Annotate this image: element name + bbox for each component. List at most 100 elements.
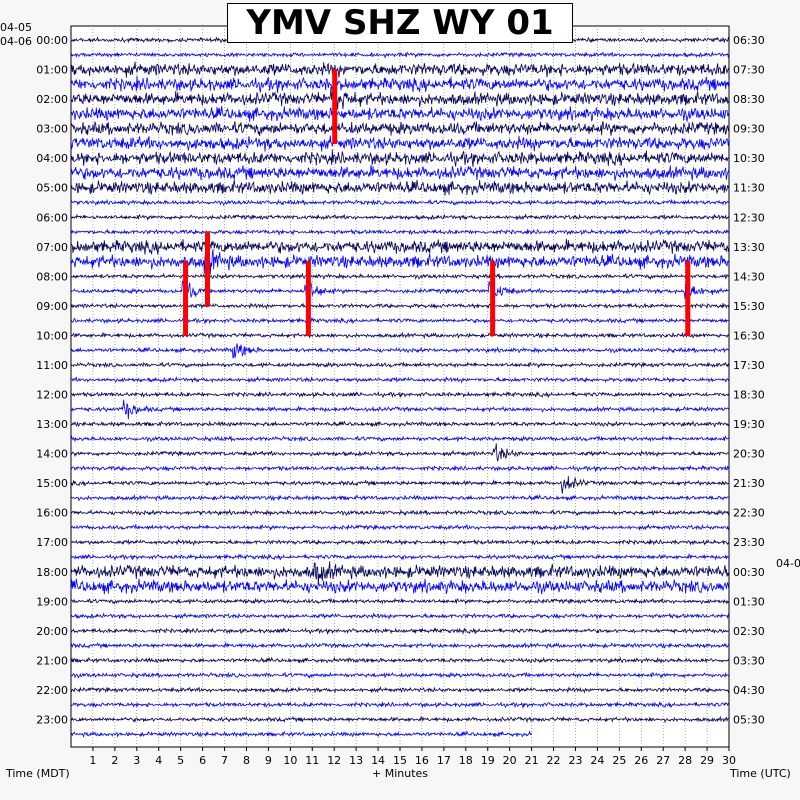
clipped-event-marker <box>204 231 210 307</box>
y-tick-label-right: 17:30 <box>733 359 765 372</box>
x-tick-label: 25 <box>612 754 626 767</box>
x-tick-label: 27 <box>656 754 670 767</box>
seismogram-trace <box>70 730 533 738</box>
y-tick-label-left: 21:00 <box>36 654 68 667</box>
x-tick-label: 23 <box>568 754 582 767</box>
x-tick-label: 1 <box>89 754 96 767</box>
y-tick-label-right: 19:30 <box>733 418 765 431</box>
clipped-event-marker <box>332 69 338 145</box>
y-tick-label-right: 02:30 <box>733 625 765 638</box>
chart-title: YMV SHZ WY 01 <box>227 3 573 43</box>
y-tick-label-left: 09:00 <box>36 300 68 313</box>
y-tick-label-right: 08:30 <box>733 93 765 106</box>
seismogram-trace <box>70 331 730 340</box>
seismogram-trace <box>70 61 730 78</box>
y-tick-label-right: 06:30 <box>733 34 765 47</box>
y-tick-label-left: 07:00 <box>36 241 68 254</box>
x-tick-label: 3 <box>133 754 140 767</box>
seismogram-trace <box>70 179 730 196</box>
y-tick-label-left: 11:00 <box>36 359 68 372</box>
seismogram-trace <box>70 671 730 679</box>
x-tick-label: 8 <box>243 754 250 767</box>
seismogram-trace <box>70 272 730 280</box>
y-tick-label-left: 20:00 <box>36 625 68 638</box>
seismogram-trace <box>70 238 730 255</box>
seismogram-trace <box>70 435 730 443</box>
seismogram-trace <box>70 361 730 369</box>
x-tick-label: 9 <box>265 754 272 767</box>
x-tick-label: 19 <box>481 754 495 767</box>
y-tick-label-right: 14:30 <box>733 270 765 283</box>
y-tick-label-left: 08:00 <box>36 270 68 283</box>
seismogram-trace <box>70 627 730 636</box>
y-tick-label-right: 15:30 <box>733 300 765 313</box>
x-axis-label: + Minutes <box>372 767 429 780</box>
y-tick-label-right: 16:30 <box>733 329 765 342</box>
x-tick-label: 29 <box>700 754 714 767</box>
seismogram-trace <box>70 86 730 112</box>
seismogram-trace <box>70 578 730 595</box>
seismogram-trace <box>70 656 730 664</box>
x-tick-label: 17 <box>437 754 451 767</box>
seismogram-trace <box>70 302 730 310</box>
date-left-top: 04-05 <box>0 21 32 34</box>
y-tick-label-left: 23:00 <box>36 713 68 726</box>
seismogram-trace <box>70 390 730 399</box>
seismogram-trace <box>70 375 730 384</box>
x-label-right: Time (UTC) <box>730 767 791 780</box>
y-tick-label-right: 01:30 <box>733 595 765 608</box>
y-tick-label-left: 22:00 <box>36 684 68 697</box>
seismogram-trace <box>70 198 730 207</box>
x-tick-label: 7 <box>221 754 228 767</box>
seismogram-trace <box>70 135 730 152</box>
x-tick-label: 26 <box>634 754 648 767</box>
seismogram-trace <box>70 317 730 325</box>
x-tick-label: 4 <box>155 754 162 767</box>
seismogram-trace <box>70 493 730 502</box>
y-tick-label-left: 16:00 <box>36 507 68 520</box>
clipped-event-marker <box>183 261 189 337</box>
y-tick-label-right: 12:30 <box>733 211 765 224</box>
x-tick-label: 21 <box>525 754 539 767</box>
seismogram-trace <box>70 476 730 494</box>
x-tick-label: 18 <box>459 754 473 767</box>
y-tick-label-right: 07:30 <box>733 64 765 77</box>
y-tick-label-right: 04:30 <box>733 684 765 697</box>
seismogram-trace <box>70 420 730 428</box>
date-left-start: 04-06 <box>0 35 32 48</box>
y-tick-label-right: 21:30 <box>733 477 765 490</box>
seismogram-trace <box>70 701 730 710</box>
x-tick-label: 28 <box>678 754 692 767</box>
x-label-left: Time (MDT) <box>6 767 70 780</box>
seismogram-trace <box>70 106 730 122</box>
seismogram-trace <box>70 597 730 605</box>
y-tick-label-left: 18:00 <box>36 566 68 579</box>
seismogram-trace <box>70 120 730 136</box>
y-tick-label-left: 15:00 <box>36 477 68 490</box>
x-tick-label: 2 <box>111 754 118 767</box>
y-tick-label-right: 11:30 <box>733 182 765 195</box>
y-tick-label-right: 18:30 <box>733 389 765 402</box>
seismogram-trace <box>70 641 730 650</box>
seismogram-trace <box>70 561 730 585</box>
date-right-cut: 04-0 <box>776 557 800 570</box>
seismogram-trace <box>70 464 730 473</box>
y-tick-label-left: 00:00 <box>36 34 68 47</box>
x-tick-label: 30 <box>722 754 736 767</box>
seismogram-trace <box>70 552 730 561</box>
y-tick-label-left: 03:00 <box>36 123 68 136</box>
seismogram-trace <box>70 75 730 94</box>
seismogram-trace <box>70 240 730 275</box>
x-tick-label: 5 <box>177 754 184 767</box>
y-tick-label-right: 10:30 <box>733 152 765 165</box>
clipped-event-marker <box>685 261 691 337</box>
seismogram-trace <box>70 685 730 694</box>
y-tick-label-left: 05:00 <box>36 182 68 195</box>
x-tick-label: 10 <box>283 754 297 767</box>
y-tick-label-left: 10:00 <box>36 329 68 342</box>
seismogram-trace <box>70 508 730 517</box>
y-tick-label-right: 03:30 <box>733 654 765 667</box>
x-tick-label: 16 <box>415 754 429 767</box>
y-tick-label-right: 22:30 <box>733 507 765 520</box>
